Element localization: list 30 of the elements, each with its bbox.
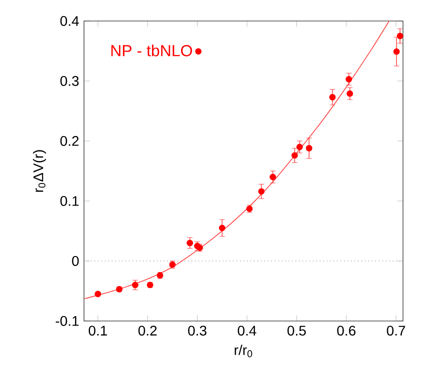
point: [393, 48, 400, 55]
point: [218, 224, 226, 232]
y-axis-title: r$_{0}$ΔV(r): [32, 150, 46, 192]
y-tick-label: 0: [72, 256, 79, 266]
line-series: [84, 20, 390, 300]
point: [258, 188, 265, 195]
x-tick-label: 0.4: [238, 326, 256, 336]
y-tick-label: 0.3: [60, 76, 79, 86]
point: [396, 32, 404, 40]
x-tick-label: 0.3: [188, 326, 206, 336]
legend-label: NP - tbNLO: [111, 44, 192, 56]
x-tick-label: 0.1: [88, 326, 107, 336]
x-axis-title: r/r$_{0}$: [234, 344, 252, 358]
point: [329, 94, 336, 100]
point: [270, 174, 276, 180]
x-tick-label: 0.5: [287, 326, 306, 336]
point: [346, 90, 354, 97]
point: [296, 144, 303, 150]
y-tick-label: 0.4: [60, 16, 79, 26]
y-tick-label: 0.2: [60, 136, 79, 146]
x-tick-label: 0.7: [386, 326, 406, 336]
point: [132, 282, 138, 288]
x-tick-label: 0.2: [138, 326, 157, 336]
x-tick-label: 0.6: [337, 326, 356, 336]
y-tick-label: 0.1: [60, 196, 79, 206]
point: [186, 240, 194, 246]
point: [306, 144, 312, 152]
y-tick-label: -0.1: [56, 316, 79, 326]
point: [291, 152, 298, 159]
point: [346, 76, 352, 82]
